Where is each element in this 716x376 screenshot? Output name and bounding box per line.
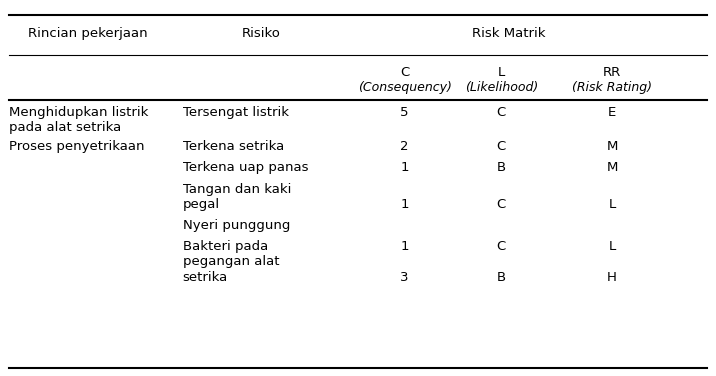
- Text: Tersengat listrik: Tersengat listrik: [183, 106, 289, 119]
- Text: E: E: [608, 106, 616, 119]
- Text: RR: RR: [603, 67, 621, 79]
- Text: Risiko: Risiko: [242, 27, 281, 40]
- Text: B: B: [497, 161, 505, 174]
- Text: (Likelihood): (Likelihood): [465, 81, 538, 94]
- Text: L: L: [609, 198, 616, 211]
- Text: Proses penyetrikaan: Proses penyetrikaan: [9, 140, 144, 153]
- Text: (Risk Rating): (Risk Rating): [572, 81, 652, 94]
- Text: C: C: [497, 198, 505, 211]
- Text: C: C: [497, 140, 505, 153]
- Text: Terkena uap panas: Terkena uap panas: [183, 161, 308, 174]
- Text: 2: 2: [400, 140, 409, 153]
- Text: Terkena setrika: Terkena setrika: [183, 140, 284, 153]
- Text: B: B: [497, 271, 505, 284]
- Text: Rincian pekerjaan: Rincian pekerjaan: [27, 27, 147, 40]
- Text: Tangan dan kaki: Tangan dan kaki: [183, 183, 291, 196]
- Text: (Consequency): (Consequency): [357, 81, 452, 94]
- Text: 5: 5: [400, 106, 409, 119]
- Text: Menghidupkan listrik: Menghidupkan listrik: [9, 106, 148, 119]
- Text: C: C: [497, 106, 505, 119]
- Text: L: L: [498, 67, 505, 79]
- Text: M: M: [606, 161, 618, 174]
- Text: 3: 3: [400, 271, 409, 284]
- Text: 1: 1: [400, 198, 409, 211]
- Text: C: C: [400, 67, 409, 79]
- Text: M: M: [606, 140, 618, 153]
- Text: pada alat setrika: pada alat setrika: [9, 121, 121, 134]
- Text: setrika: setrika: [183, 271, 228, 284]
- Text: Bakteri pada: Bakteri pada: [183, 240, 268, 253]
- Text: 1: 1: [400, 240, 409, 253]
- Text: C: C: [497, 240, 505, 253]
- Text: pegal: pegal: [183, 198, 220, 211]
- Text: Nyeri punggung: Nyeri punggung: [183, 219, 290, 232]
- Text: pegangan alat: pegangan alat: [183, 255, 279, 268]
- Text: 1: 1: [400, 161, 409, 174]
- Text: Risk Matrik: Risk Matrik: [472, 27, 545, 40]
- Text: L: L: [609, 240, 616, 253]
- Text: H: H: [607, 271, 617, 284]
